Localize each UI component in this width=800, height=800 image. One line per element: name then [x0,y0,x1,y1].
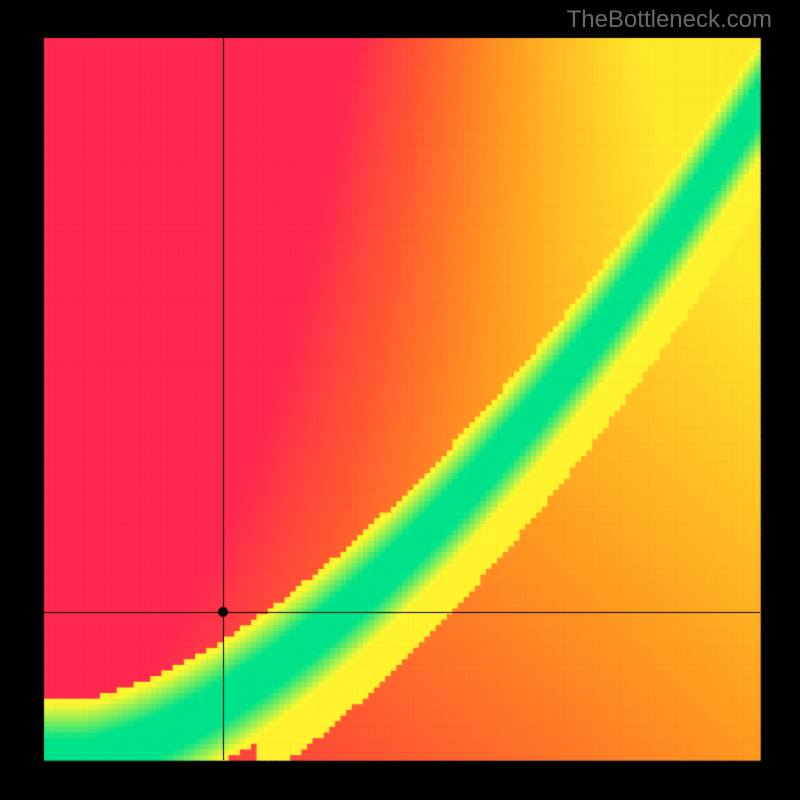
watermark-text: TheBottleneck.com [567,6,772,34]
bottleneck-heatmap [0,0,800,800]
